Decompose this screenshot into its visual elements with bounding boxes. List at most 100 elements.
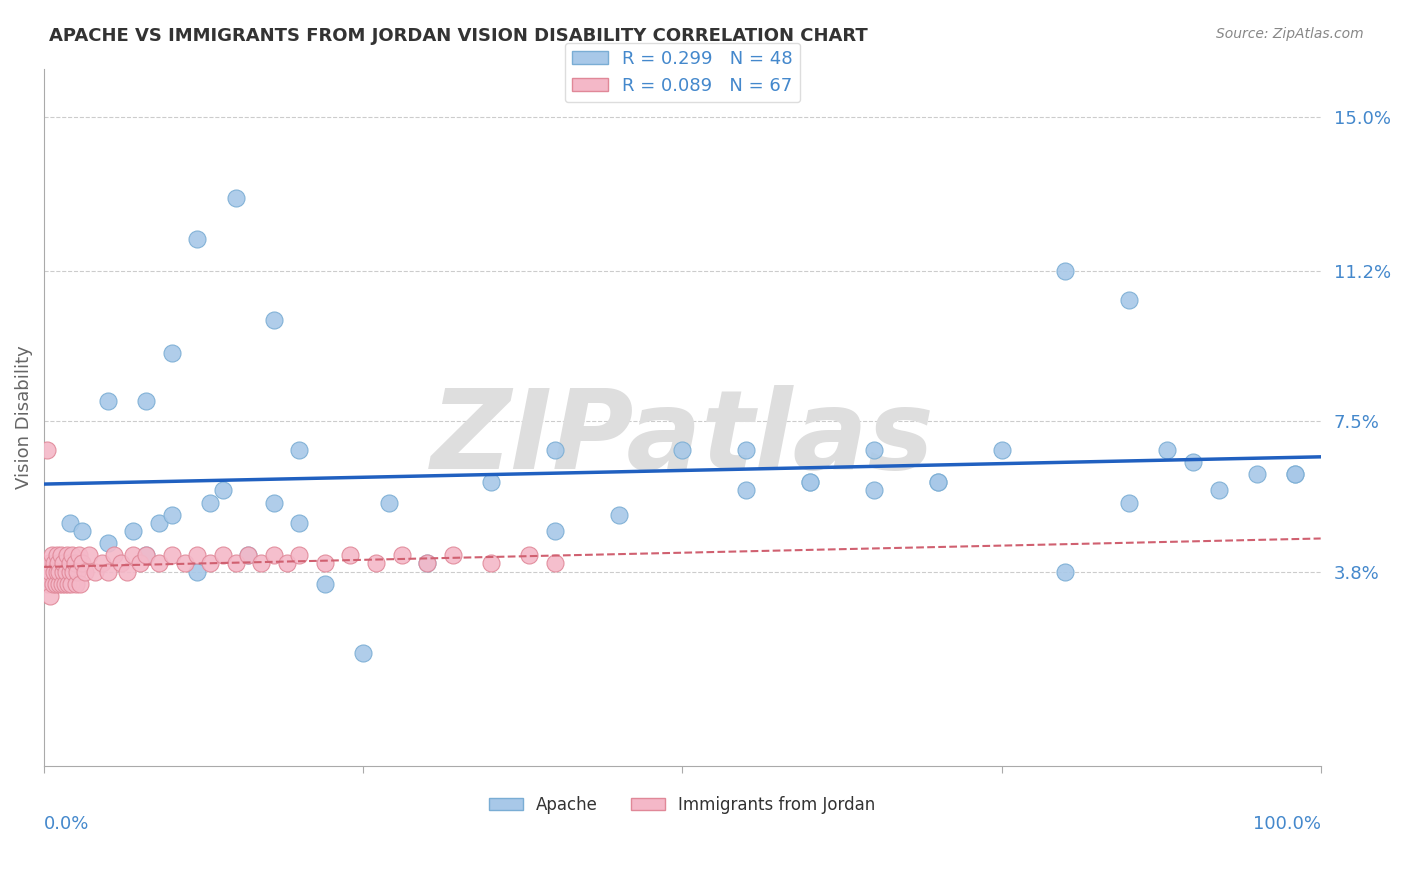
Y-axis label: Vision Disability: Vision Disability bbox=[15, 345, 32, 490]
Point bbox=[52, 557, 75, 571]
Point bbox=[479, 475, 502, 490]
Point bbox=[58, 576, 80, 591]
Point bbox=[863, 442, 886, 457]
Point bbox=[276, 557, 298, 571]
Point bbox=[84, 565, 107, 579]
Legend: Apache, Immigrants from Jordan: Apache, Immigrants from Jordan bbox=[482, 789, 882, 821]
Point bbox=[62, 565, 84, 579]
Point bbox=[314, 557, 336, 571]
Text: ZIPatlas: ZIPatlas bbox=[430, 384, 934, 491]
Point bbox=[544, 442, 567, 457]
Point bbox=[45, 576, 67, 591]
Point bbox=[339, 549, 361, 563]
Point bbox=[238, 549, 260, 563]
Point bbox=[103, 549, 125, 563]
Point bbox=[479, 557, 502, 571]
Point bbox=[288, 442, 311, 457]
Point bbox=[148, 557, 170, 571]
Point bbox=[45, 565, 67, 579]
Point bbox=[97, 394, 120, 409]
Point bbox=[1054, 264, 1077, 278]
Point bbox=[66, 565, 89, 579]
Point bbox=[263, 313, 285, 327]
Text: Source: ZipAtlas.com: Source: ZipAtlas.com bbox=[1216, 27, 1364, 41]
Point bbox=[77, 549, 100, 563]
Point bbox=[544, 524, 567, 538]
Point bbox=[378, 495, 401, 509]
Point bbox=[48, 576, 70, 591]
Point bbox=[416, 557, 439, 571]
Point bbox=[72, 524, 94, 538]
Point bbox=[59, 565, 82, 579]
Point bbox=[45, 549, 67, 563]
Point bbox=[1118, 293, 1140, 307]
Point bbox=[110, 557, 132, 571]
Point bbox=[671, 442, 693, 457]
Point bbox=[160, 508, 183, 522]
Point bbox=[59, 576, 82, 591]
Point bbox=[211, 483, 233, 498]
Point bbox=[42, 576, 65, 591]
Point bbox=[160, 345, 183, 359]
Point bbox=[238, 549, 260, 563]
Point bbox=[69, 576, 91, 591]
Point bbox=[927, 475, 949, 490]
Point bbox=[67, 549, 90, 563]
Point bbox=[186, 565, 208, 579]
Point bbox=[225, 557, 247, 571]
Point bbox=[314, 576, 336, 591]
Point bbox=[799, 475, 821, 490]
Point bbox=[122, 549, 145, 563]
Point bbox=[173, 557, 195, 571]
Text: APACHE VS IMMIGRANTS FROM JORDAN VISION DISABILITY CORRELATION CHART: APACHE VS IMMIGRANTS FROM JORDAN VISION … bbox=[49, 27, 868, 45]
Point bbox=[225, 191, 247, 205]
Point bbox=[135, 549, 157, 563]
Point bbox=[41, 549, 63, 563]
Point bbox=[46, 557, 69, 571]
Point bbox=[97, 536, 120, 550]
Point bbox=[55, 565, 77, 579]
Point bbox=[49, 549, 72, 563]
Point bbox=[1118, 495, 1140, 509]
Point bbox=[148, 516, 170, 530]
Point bbox=[735, 483, 758, 498]
Point bbox=[263, 549, 285, 563]
Point bbox=[735, 442, 758, 457]
Point bbox=[115, 565, 138, 579]
Point bbox=[863, 483, 886, 498]
Point bbox=[135, 549, 157, 563]
Point bbox=[73, 565, 96, 579]
Text: 100.0%: 100.0% bbox=[1253, 815, 1320, 833]
Point bbox=[35, 565, 58, 579]
Point bbox=[799, 475, 821, 490]
Point bbox=[990, 442, 1012, 457]
Point bbox=[607, 508, 630, 522]
Point bbox=[48, 565, 70, 579]
Point bbox=[122, 524, 145, 538]
Point bbox=[135, 394, 157, 409]
Point bbox=[1156, 442, 1178, 457]
Point bbox=[198, 557, 221, 571]
Point bbox=[52, 565, 75, 579]
Point bbox=[128, 557, 150, 571]
Text: 0.0%: 0.0% bbox=[44, 815, 90, 833]
Point bbox=[1284, 467, 1306, 482]
Point bbox=[44, 565, 66, 579]
Point bbox=[39, 565, 62, 579]
Point bbox=[186, 232, 208, 246]
Point bbox=[72, 557, 94, 571]
Point bbox=[517, 549, 540, 563]
Point bbox=[1208, 483, 1230, 498]
Point bbox=[90, 557, 112, 571]
Point bbox=[1246, 467, 1268, 482]
Point bbox=[364, 557, 387, 571]
Point bbox=[288, 549, 311, 563]
Point bbox=[160, 549, 183, 563]
Point bbox=[544, 557, 567, 571]
Point bbox=[35, 442, 58, 457]
Point bbox=[59, 557, 82, 571]
Point bbox=[39, 589, 62, 603]
Point bbox=[441, 549, 464, 563]
Point bbox=[391, 549, 413, 563]
Point bbox=[1054, 565, 1077, 579]
